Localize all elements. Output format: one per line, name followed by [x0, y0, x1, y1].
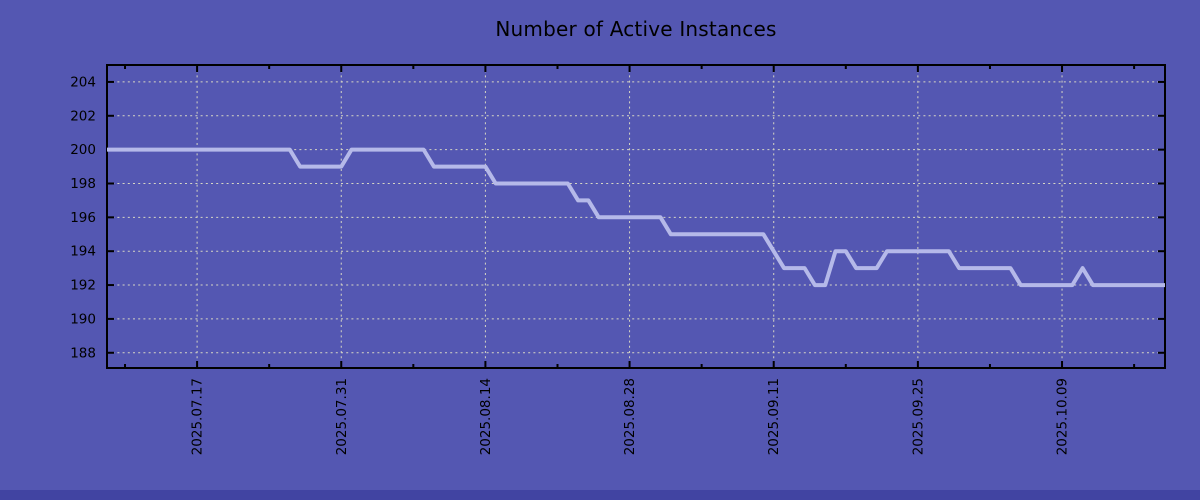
x-tick-label: 2025.10.09	[1055, 378, 1071, 455]
bottom-strip	[0, 490, 1200, 500]
y-tick-label: 188	[70, 345, 96, 361]
x-tick-label: 2025.08.28	[622, 378, 638, 455]
x-tick-label: 2025.09.11	[766, 378, 782, 455]
y-tick-label: 198	[70, 176, 96, 192]
x-tick-label: 2025.08.14	[478, 378, 494, 455]
x-tick-label: 2025.07.17	[190, 378, 206, 455]
x-tick-label: 2025.09.25	[910, 378, 926, 455]
y-tick-label: 190	[70, 311, 96, 327]
y-tick-label: 196	[70, 210, 96, 226]
chart-title: Number of Active Instances	[495, 17, 777, 41]
y-tick-label: 202	[70, 108, 96, 124]
data-line	[107, 147, 1165, 288]
y-tick-label: 192	[70, 278, 96, 294]
x-tick-label: 2025.07.31	[334, 378, 350, 455]
y-tick-label: 194	[70, 244, 96, 260]
y-tick-label: 200	[70, 142, 96, 158]
y-tick-label: 204	[70, 74, 96, 90]
